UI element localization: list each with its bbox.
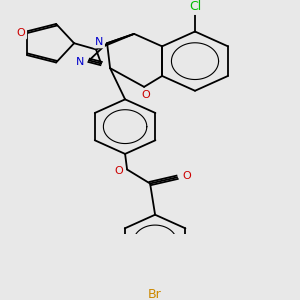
Text: N: N xyxy=(95,37,103,47)
Text: O: O xyxy=(115,166,124,176)
Text: O: O xyxy=(17,28,26,38)
Text: O: O xyxy=(183,171,191,181)
Text: O: O xyxy=(142,90,151,100)
Text: Br: Br xyxy=(148,288,162,300)
Text: N: N xyxy=(76,57,84,67)
Text: Cl: Cl xyxy=(189,0,201,13)
